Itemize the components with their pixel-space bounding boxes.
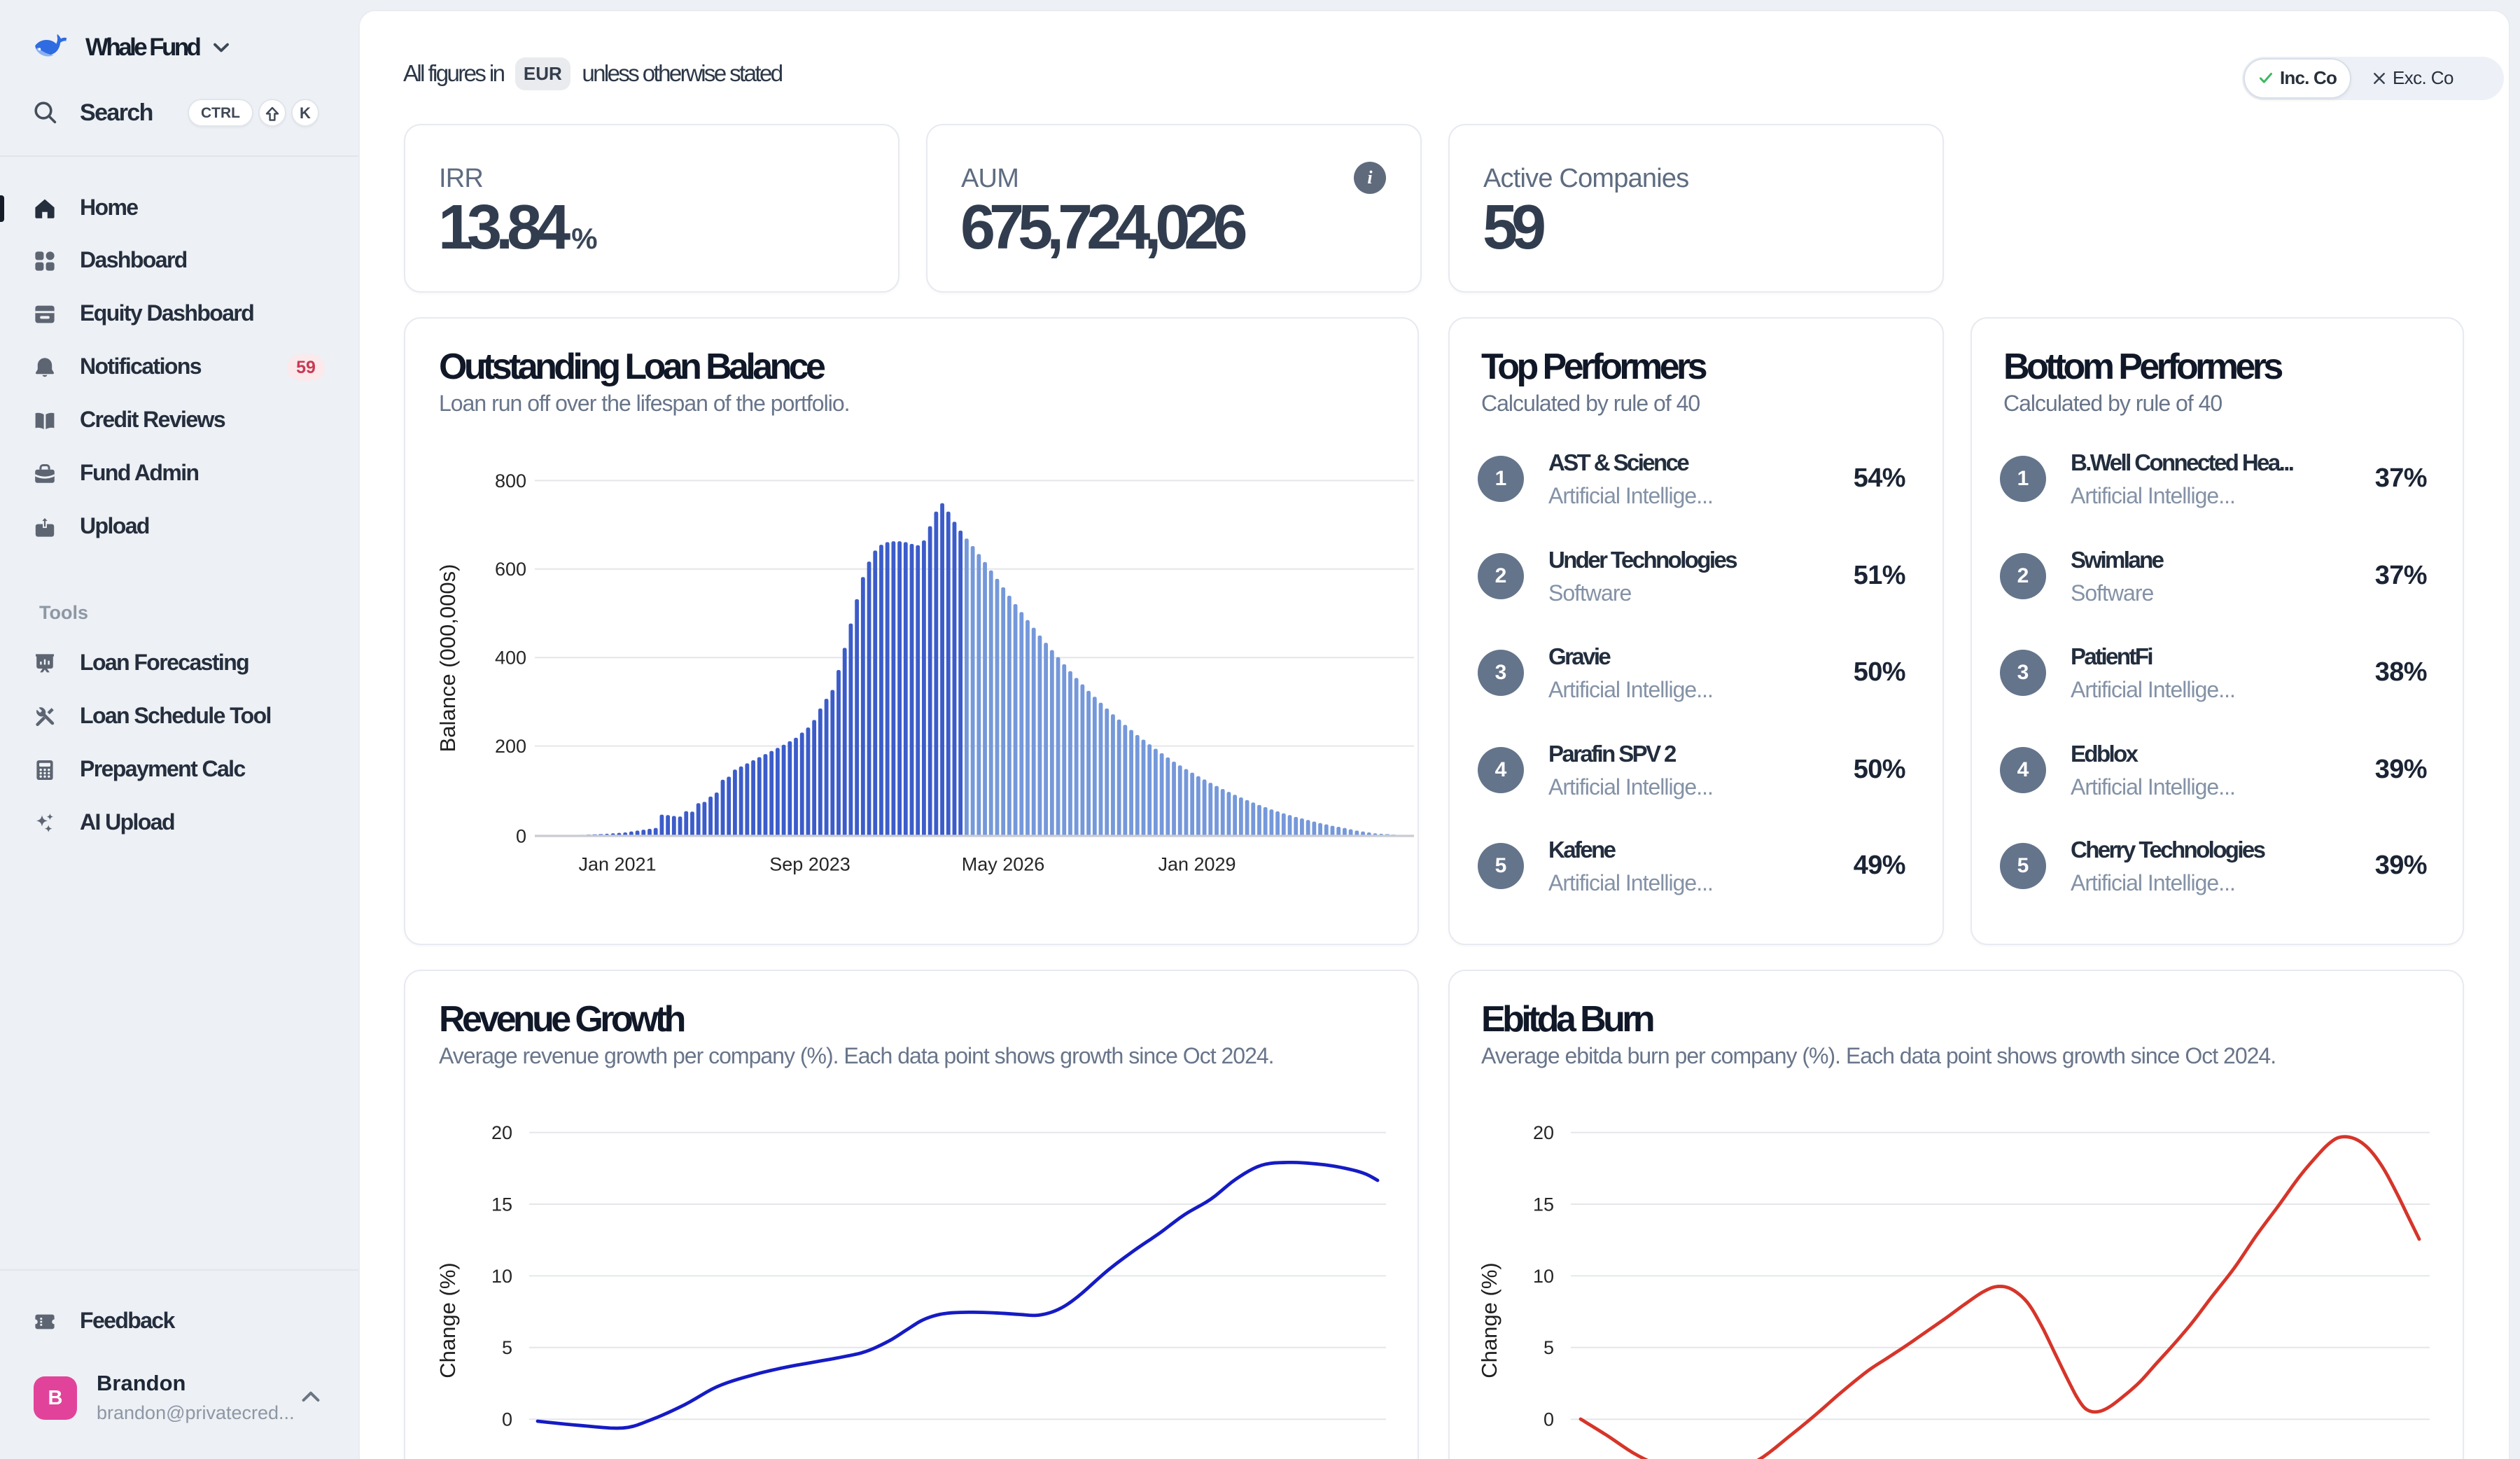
svg-text:0: 0 [516, 825, 526, 846]
svg-text:Jan 2029: Jan 2029 [1158, 853, 1236, 874]
svg-text:Sep 2023: Sep 2023 [769, 853, 850, 874]
svg-text:Balance (000,000s): Balance (000,000s) [435, 564, 460, 753]
svg-text:Jan 2021: Jan 2021 [578, 853, 656, 874]
svg-text:May 2026: May 2026 [962, 853, 1045, 874]
svg-text:800: 800 [495, 470, 526, 491]
svg-text:5: 5 [502, 1337, 512, 1358]
svg-text:5: 5 [1544, 1337, 1554, 1358]
svg-text:15: 15 [1533, 1194, 1554, 1215]
svg-text:15: 15 [491, 1194, 512, 1215]
svg-text:Change (%): Change (%) [1477, 1262, 1502, 1378]
svg-text:600: 600 [495, 559, 526, 580]
svg-text:0: 0 [502, 1409, 512, 1430]
svg-text:200: 200 [495, 736, 526, 757]
svg-text:0: 0 [1544, 1409, 1554, 1430]
svg-text:400: 400 [495, 648, 526, 669]
svg-text:20: 20 [491, 1122, 512, 1143]
svg-text:10: 10 [491, 1266, 512, 1287]
svg-text:10: 10 [1533, 1266, 1554, 1287]
svg-text:Change (%): Change (%) [435, 1262, 460, 1378]
svg-text:20: 20 [1533, 1122, 1554, 1143]
